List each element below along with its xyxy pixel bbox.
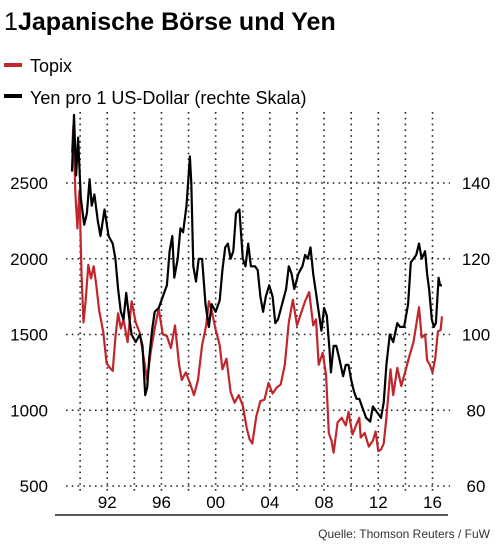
x-tick-label: 92 [98,493,117,512]
x-tick-label: 08 [315,493,334,512]
x-tick-label: 00 [206,493,225,512]
x-tick-label: 96 [152,493,171,512]
legend-label-topix: Topix [30,56,72,76]
legend-swatch-topix [4,63,22,67]
x-tick-label: 16 [423,493,442,512]
x-tick-labels: 92 96 00 04 08 12 16 [98,493,442,512]
y-right-tick-label: 140 [462,174,490,193]
legend-swatch-yen [4,94,22,98]
y-left-tick-label: 500 [20,477,48,496]
source-note: Quelle: Thomson Reuters / FuW [318,527,491,541]
series-line-yen [70,113,442,423]
legend-label-yen: Yen pro 1 US-Dollar (rechte Skala) [30,88,306,108]
y-right-tick-label: 60 [467,477,486,496]
grid [66,112,450,494]
x-tick-label: 04 [260,493,279,512]
y-left-tick-label: 2000 [10,250,48,269]
y-left-tick-label: 1000 [10,401,48,420]
y-left-tick-label: 1500 [10,326,48,345]
chart-title: Japanische Börse und Yen [18,8,336,36]
series-line-topix [70,124,444,454]
y-right-tick-labels: 140 120 100 80 60 [462,174,490,496]
title-number: 1 [4,8,18,36]
y-right-tick-label: 80 [467,401,486,420]
y-right-tick-label: 120 [462,250,490,269]
y-left-tick-labels: 2500 2000 1500 1000 500 [10,174,48,496]
x-tick-label: 12 [369,493,388,512]
y-right-tick-label: 100 [462,326,490,345]
y-left-tick-label: 2500 [10,174,48,193]
